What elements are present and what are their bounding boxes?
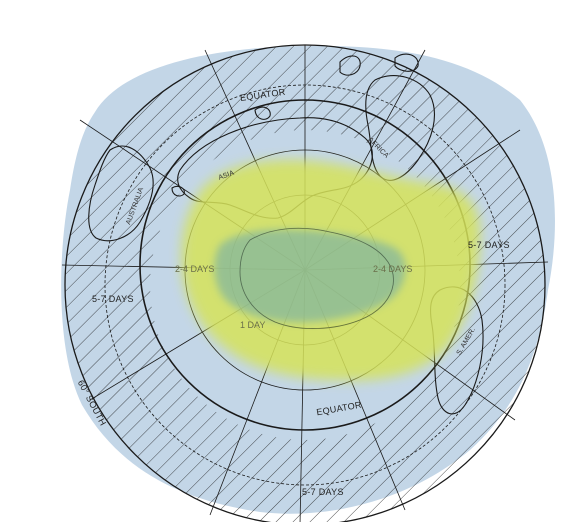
zone-5-7-left-label: 5-7 DAYS [92,294,134,304]
island-coast [254,106,271,120]
australia-coast [88,145,154,242]
island-coast [394,53,419,72]
island-coast [339,55,361,76]
green-zone [214,229,406,323]
africa-coast [365,75,435,181]
polar-landmass-overlay [239,227,394,329]
zone-2-4-right-label: 2-4 DAYS [373,264,412,274]
zone-2-4-left-label: 2-4 DAYS [175,264,214,274]
island-coast [171,185,185,197]
zone-5-7-right-label: 5-7 DAYS [468,240,510,250]
hatched-zone [65,45,545,522]
zone-1-day-label: 1 DAY [240,320,265,330]
zone-5-7-bottom-label: 5-7 DAYS [302,487,344,497]
